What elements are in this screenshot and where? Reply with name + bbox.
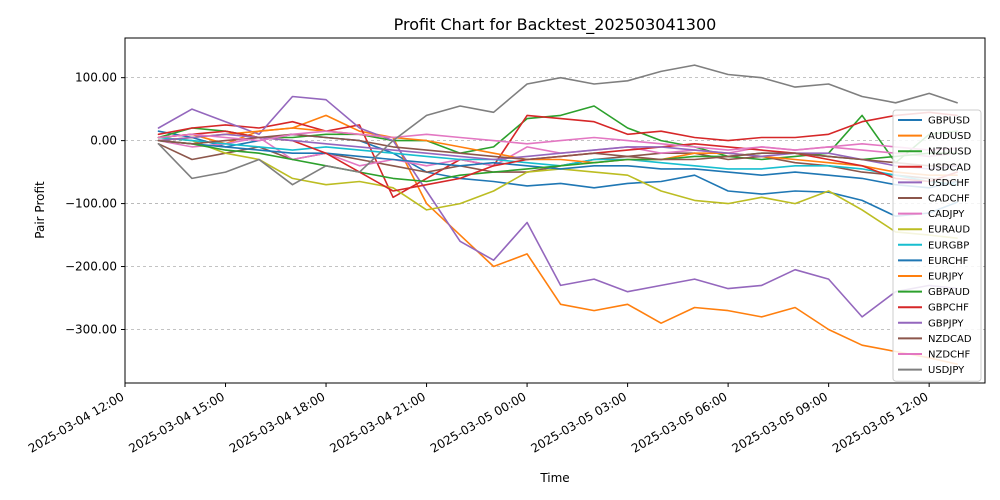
series-line-usdcad (157, 111, 958, 199)
series-line-usdjpy (157, 64, 958, 186)
y-tick-label: 100.00 (75, 71, 117, 85)
legend-label: AUDUSD (928, 131, 972, 142)
grid-lines (125, 77, 985, 330)
y-axis-label: Pair Profit (33, 181, 47, 239)
legend-label: NZDCAD (928, 334, 972, 345)
legend-label: USDCAD (928, 162, 971, 173)
legend-label: EURJPY (928, 272, 964, 283)
legend-label: GBPCHF (928, 303, 969, 314)
series-line-nzdchf (157, 130, 958, 151)
legend-label: GBPAUD (928, 287, 970, 298)
plot-area-frame (124, 37, 986, 384)
series-line-eurchf (157, 139, 958, 189)
series-line-eurjpy (157, 127, 958, 176)
legend-label: CADJPY (928, 209, 965, 220)
legend-label: EURGBP (928, 240, 969, 251)
x-axis-label: Time (539, 471, 569, 485)
series-line-gbpjpy (157, 133, 958, 170)
chart-title: Profit Chart for Backtest_202503041300 (394, 15, 717, 35)
series-lines (157, 64, 958, 365)
legend-label: NZDUSD (928, 147, 972, 158)
y-tick-label: −100.00 (65, 197, 117, 211)
series-line-usdchf (157, 95, 958, 318)
legend-label: GBPJPY (928, 318, 964, 329)
y-tick-label: 0.00 (90, 134, 117, 148)
legend-label: NZDCHF (928, 350, 971, 361)
y-axis-ticks: 100.00 0.00 −100.00 −200.00 −300.00 (65, 71, 125, 336)
legend-label: EURCHF (928, 256, 969, 267)
legend-label: USDJPY (928, 365, 965, 376)
y-tick-label: −200.00 (65, 260, 117, 274)
legend-box (892, 109, 982, 382)
y-tick-label: −300.00 (65, 322, 117, 336)
legend-label: GBPUSD (928, 116, 970, 127)
legend-label: CADCHF (928, 194, 970, 205)
legend: GBPUSD AUDUSD NZDUSD USDCAD USDCHF CADCHF CADJ… (892, 109, 982, 382)
legend-label: USDCHF (928, 178, 970, 189)
legend-label: EURAUD (928, 225, 970, 236)
